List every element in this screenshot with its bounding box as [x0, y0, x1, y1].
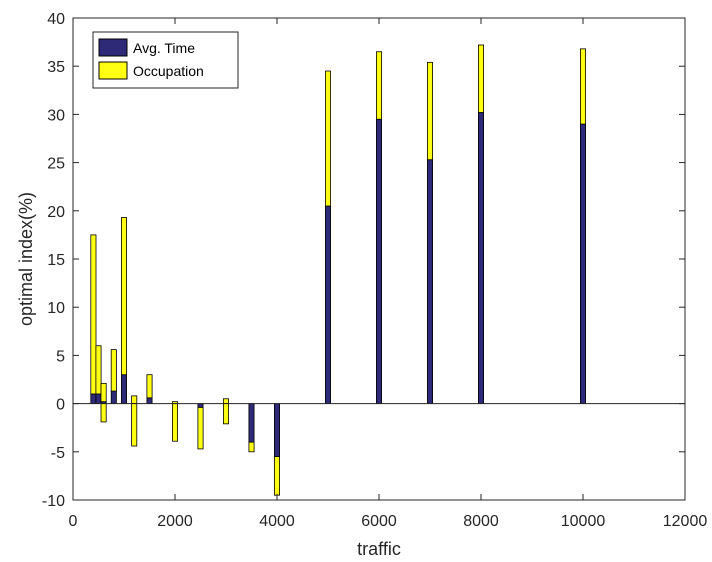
x-tick-label: 0	[69, 513, 78, 530]
x-tick-label: 6000	[361, 513, 397, 530]
y-tick-label: 30	[47, 107, 65, 124]
bar-segment	[375, 118, 382, 405]
bar-segment	[248, 441, 255, 453]
x-tick-label: 12000	[663, 513, 708, 530]
y-tick-label: 35	[47, 59, 65, 76]
y-tick-label: 0	[56, 397, 65, 414]
legend: Avg. Time Occupation	[92, 31, 239, 89]
bar-segment	[426, 159, 433, 405]
bar-segment	[222, 403, 229, 425]
y-tick-label: 20	[47, 204, 65, 221]
bar-segment	[100, 403, 107, 423]
x-axis: 0 2000 4000 6000 8000 10000 12000	[69, 18, 708, 530]
x-tick-label: 2000	[157, 513, 193, 530]
bar-segment	[110, 390, 117, 405]
x-tick-label: 10000	[561, 513, 606, 530]
bar-segment	[146, 374, 153, 399]
bar-segment	[273, 403, 280, 458]
bar-segment	[131, 395, 138, 405]
x-axis-label: traffic	[357, 539, 401, 559]
x-tick-label: 8000	[463, 513, 499, 530]
bar-segment	[171, 403, 178, 442]
bar-segment	[426, 61, 433, 161]
legend-swatch	[98, 61, 128, 80]
bar-segment	[477, 112, 484, 405]
bar-segment	[121, 374, 128, 404]
bar-segment	[197, 407, 204, 450]
legend-swatch	[98, 38, 128, 57]
bar-segment	[90, 234, 97, 395]
bar-segment	[110, 349, 117, 392]
x-tick-label: 4000	[259, 513, 295, 530]
bar-segment	[477, 44, 484, 113]
bar-segment	[375, 51, 382, 120]
y-tick-label: 5	[56, 348, 65, 365]
legend-label: Avg. Time	[133, 40, 195, 56]
bar-segment	[580, 48, 587, 125]
bar-segment	[95, 393, 102, 404]
bar-segment	[324, 205, 331, 404]
bar-segment	[90, 393, 97, 404]
bar-segment	[248, 403, 255, 443]
y-tick-label: 25	[47, 156, 65, 173]
bar-segment	[324, 70, 331, 207]
y-tick-label: 10	[47, 300, 65, 317]
y-axis: -10 -5 0 5 10 15 20 25 30 35 40	[42, 11, 685, 510]
bar-segment	[273, 456, 280, 496]
bar-segment	[95, 345, 102, 395]
y-tick-label: 40	[47, 11, 65, 28]
bar-segment	[197, 403, 204, 408]
bar-segment	[146, 397, 153, 405]
bar-segment	[222, 398, 229, 404]
bar-segment	[131, 403, 138, 447]
y-tick-label: -10	[42, 493, 65, 510]
bar-segment	[100, 382, 107, 403]
y-tick-label: 15	[47, 252, 65, 269]
bars-layer	[90, 44, 587, 496]
bar-segment	[121, 217, 128, 376]
y-axis-label: optimal index(%)	[16, 192, 36, 326]
y-tick-label: -5	[51, 445, 65, 462]
legend-label: Occupation	[133, 63, 204, 79]
bar-segment	[580, 123, 587, 404]
